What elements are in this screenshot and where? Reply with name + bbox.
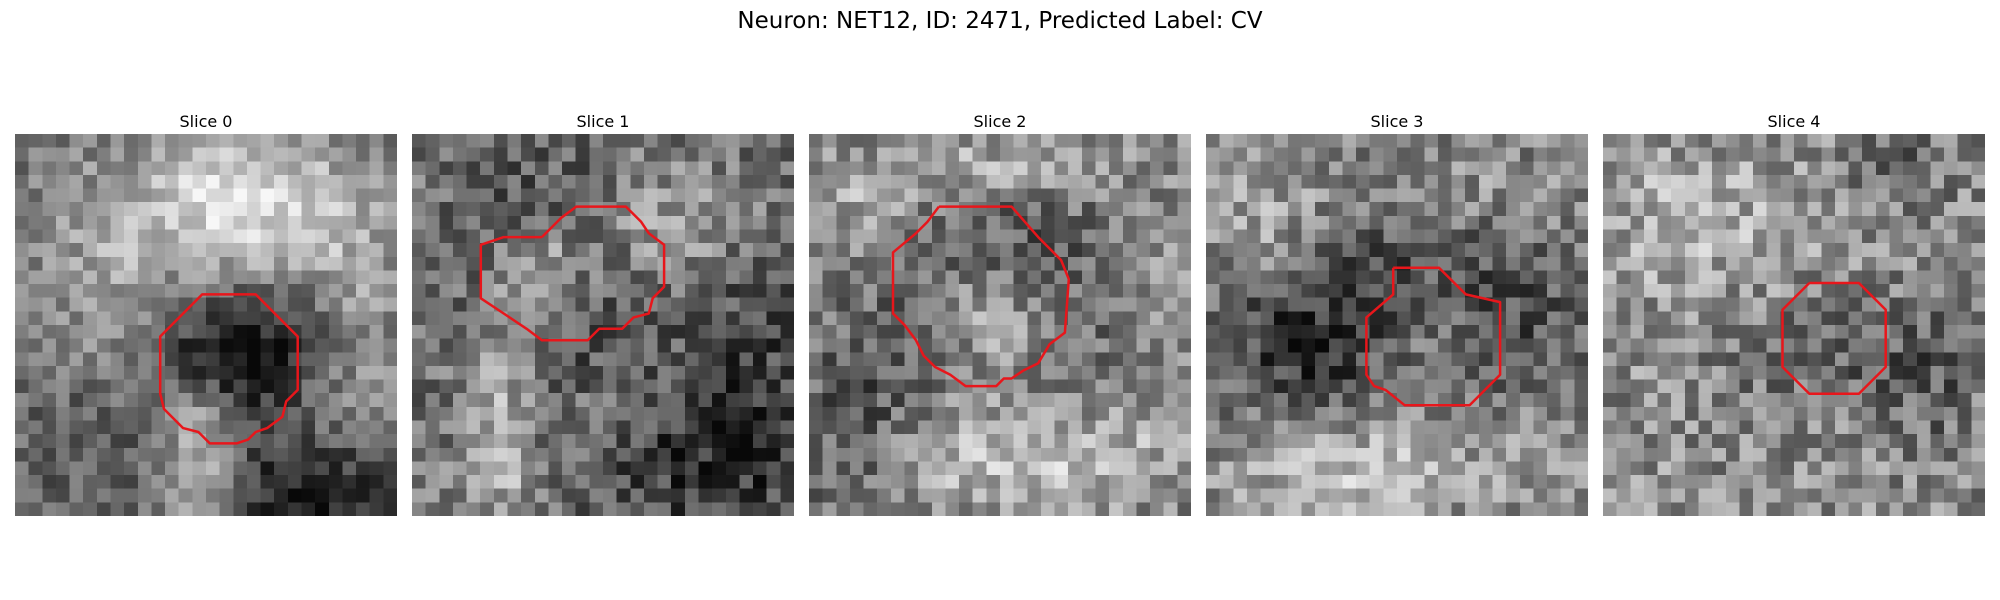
- slice-panel-0: Slice 0: [15, 110, 397, 516]
- slice-image-4: [1603, 134, 1985, 516]
- slice-panel-4: Slice 4: [1603, 110, 1985, 516]
- roi-contour-0: [158, 293, 299, 445]
- slice-title-2: Slice 2: [973, 112, 1027, 131]
- figure-title: Neuron: NET12, ID: 2471, Predicted Label…: [737, 8, 1263, 34]
- roi-contour-1: [479, 205, 666, 342]
- grayscale-image-2: [809, 134, 1191, 516]
- contour-overlay-0: [158, 293, 299, 445]
- slice-panel-3: Slice 3: [1206, 110, 1588, 516]
- grayscale-image-1: [412, 134, 794, 516]
- slice-title-4: Slice 4: [1767, 112, 1821, 131]
- slice-title-1: Slice 1: [576, 112, 630, 131]
- slice-image-0: [15, 134, 397, 516]
- grayscale-image-0: [15, 134, 397, 516]
- slice-panel-2: Slice 2: [809, 110, 1191, 516]
- contour-overlay-1: [479, 205, 666, 342]
- slice-panel-1: Slice 1: [412, 110, 794, 516]
- roi-contour-4: [1781, 281, 1887, 396]
- slice-title-3: Slice 3: [1370, 112, 1424, 131]
- roi-contour-2: [891, 205, 1071, 388]
- grayscale-image-4: [1603, 134, 1985, 516]
- contour-overlay-2: [891, 205, 1071, 388]
- grayscale-image-3: [1206, 134, 1588, 516]
- slice-title-0: Slice 0: [179, 112, 233, 131]
- contour-overlay-3: [1365, 266, 1502, 407]
- contour-overlay-4: [1781, 281, 1887, 396]
- slice-image-3: [1206, 134, 1588, 516]
- slice-image-2: [809, 134, 1191, 516]
- roi-contour-3: [1365, 266, 1502, 407]
- slice-image-1: [412, 134, 794, 516]
